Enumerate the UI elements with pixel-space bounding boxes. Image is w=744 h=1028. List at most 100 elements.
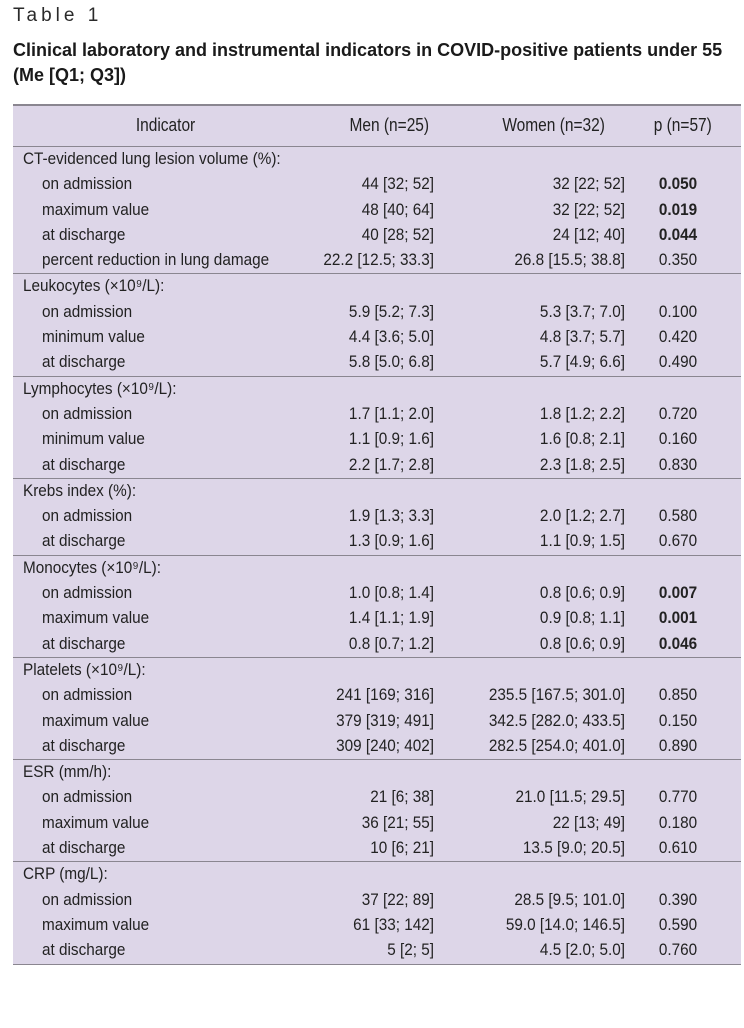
group-title-row: Monocytes (×10⁹/L): — [13, 556, 741, 581]
cell-men: 48 [40; 64] — [361, 199, 434, 219]
cell-men: 37 [22; 89] — [361, 889, 434, 909]
table-title: Clinical laboratory and instrumental ind… — [13, 40, 723, 85]
cell-p-value: 0.050 — [658, 174, 698, 194]
indicator-group: ESR (mm/h): on admission 21 [6; 38] 21.0 [1… — [13, 759, 741, 861]
table-row: at discharge 1.3 [0.9; 1.6] 1.1 [0.9; 1.5]… — [13, 529, 741, 554]
cell-women: 0.8 [0.6; 0.9] — [539, 633, 625, 653]
row-label: maximum value — [42, 914, 150, 934]
table-row: on admission 44 [32; 52] 32 [22; 52] 0.050 — [13, 172, 741, 197]
cell-p-value: 0.100 — [658, 301, 698, 321]
table-row: minimum value 1.1 [0.9; 1.6] 1.6 [0.8; 2.1… — [13, 427, 741, 452]
cell-men: 1.1 [0.9; 1.6] — [348, 429, 434, 449]
cell-men: 44 [32; 52] — [361, 174, 434, 194]
cell-p-value: 0.490 — [658, 352, 698, 372]
cell-p-value: 0.770 — [658, 787, 698, 807]
indicator-group: Monocytes (×10⁹/L): on admission 1.0 [0.8;… — [13, 554, 741, 657]
row-label: maximum value — [42, 608, 150, 628]
cell-men: 21 [6; 38] — [370, 787, 434, 807]
header-men: Men (n=25) — [349, 115, 430, 135]
cell-men: 5.8 [5.0; 6.8] — [348, 352, 434, 372]
cell-men: 0.8 [0.7; 1.2] — [348, 633, 434, 653]
table-row: maximum value 48 [40; 64] 32 [22; 52] 0.019 — [13, 198, 741, 223]
cell-p-value: 0.150 — [658, 710, 698, 730]
cell-women: 342.5 [282.0; 433.5] — [488, 710, 625, 730]
cell-p-value: 0.420 — [658, 327, 698, 347]
indicator-group: CT-evidenced lung lesion volume (%): on a… — [13, 147, 741, 273]
cell-women: 235.5 [167.5; 301.0] — [488, 685, 625, 705]
row-label: at discharge — [42, 454, 126, 474]
cell-men: 1.4 [1.1; 1.9] — [348, 608, 434, 628]
indicator-group: Lymphocytes (×10⁹/L): on admission 1.7 [1.… — [13, 375, 741, 478]
cell-men: 5.9 [5.2; 7.3] — [348, 301, 434, 321]
cell-men: 36 [21; 55] — [361, 812, 434, 832]
row-label: at discharge — [42, 224, 126, 244]
cell-women: 282.5 [254.0; 401.0] — [488, 735, 625, 755]
cell-p-value: 0.830 — [658, 454, 698, 474]
row-label: at discharge — [42, 352, 126, 372]
cell-women: 22 [13; 49] — [552, 812, 625, 832]
cell-p-value: 0.044 — [658, 224, 698, 244]
table-row: on admission 5.9 [5.2; 7.3] 5.3 [3.7; 7.0]… — [13, 300, 741, 325]
cell-p-value: 0.350 — [658, 250, 698, 270]
cell-men: 379 [319; 491] — [336, 710, 434, 730]
table-row: maximum value 61 [33; 142] 59.0 [14.0; 146… — [13, 913, 741, 938]
indicator-group: Krebs index (%): on admission 1.9 [1.3; 3.… — [13, 477, 741, 555]
cell-p-value: 0.890 — [658, 735, 698, 755]
cell-men: 1.0 [0.8; 1.4] — [348, 583, 434, 603]
header-indicator: Indicator — [135, 115, 196, 135]
cell-women: 0.8 [0.6; 0.9] — [539, 583, 625, 603]
row-label: on admission — [42, 506, 133, 526]
cell-men: 1.9 [1.3; 3.3] — [348, 506, 434, 526]
cell-women: 13.5 [9.0; 20.5] — [522, 838, 625, 858]
cell-men: 40 [28; 52] — [361, 224, 434, 244]
group-title: Platelets (×10⁹/L): — [23, 659, 146, 679]
group-title-row: Leukocytes (×10⁹/L): — [13, 274, 741, 299]
table-row: on admission 37 [22; 89] 28.5 [9.5; 101.0]… — [13, 888, 741, 913]
group-title-row: CT-evidenced lung lesion volume (%): — [13, 147, 741, 172]
cell-men: 61 [33; 142] — [353, 914, 434, 934]
row-label: on admission — [42, 889, 133, 909]
cell-men: 1.7 [1.1; 2.0] — [348, 403, 434, 423]
cell-women: 21.0 [11.5; 29.5] — [515, 787, 625, 807]
header-p: p (n=57) — [653, 115, 712, 135]
row-label: at discharge — [42, 735, 126, 755]
row-label: on admission — [42, 685, 133, 705]
row-label: maximum value — [42, 710, 150, 730]
cell-p-value: 0.720 — [658, 403, 698, 423]
table-row: at discharge 40 [28; 52] 24 [12; 40] 0.044 — [13, 223, 741, 248]
row-label: maximum value — [42, 199, 150, 219]
row-label: on admission — [42, 787, 133, 807]
row-label: minimum value — [42, 429, 145, 449]
cell-men: 5 [2; 5] — [387, 940, 434, 960]
cell-men: 241 [169; 316] — [336, 685, 434, 705]
cell-p-value: 0.390 — [658, 889, 698, 909]
row-label: percent reduction in lung damage — [42, 250, 270, 270]
cell-men: 4.4 [3.6; 5.0] — [348, 327, 434, 347]
indicator-group: Platelets (×10⁹/L): on admission 241 [169;… — [13, 656, 741, 759]
cell-p-value: 0.001 — [658, 608, 698, 628]
group-title-row: ESR (mm/h): — [13, 760, 741, 785]
cell-men: 309 [240; 402] — [336, 735, 434, 755]
cell-women: 5.3 [3.7; 7.0] — [539, 301, 625, 321]
table-row: on admission 21 [6; 38] 21.0 [11.5; 29.5] 0… — [13, 785, 741, 810]
group-title: CT-evidenced lung lesion volume (%): — [23, 149, 281, 168]
table-row: at discharge 5 [2; 5] 4.5 [2.0; 5.0] 0.760 — [13, 938, 741, 963]
cell-men: 22.2 [12.5; 33.3] — [323, 250, 434, 270]
group-title: Lymphocytes (×10⁹/L): — [23, 378, 177, 398]
row-label: on admission — [42, 403, 133, 423]
table-row: on admission 241 [169; 316] 235.5 [167.5; … — [13, 683, 741, 708]
table-row: percent reduction in lung damage 22.2 [12… — [13, 248, 741, 273]
cell-women: 28.5 [9.5; 101.0] — [514, 889, 625, 909]
cell-p-value: 0.007 — [658, 583, 698, 603]
table-row: minimum value 4.4 [3.6; 5.0] 4.8 [3.7; 5.7… — [13, 325, 741, 350]
cell-women: 24 [12; 40] — [552, 224, 625, 244]
cell-p-value: 0.850 — [658, 685, 698, 705]
row-label: maximum value — [42, 812, 150, 832]
group-title-row: Platelets (×10⁹/L): — [13, 658, 741, 683]
group-title-row: Lymphocytes (×10⁹/L): — [13, 377, 741, 402]
cell-men: 1.3 [0.9; 1.6] — [348, 531, 434, 551]
table-label: Table 1 — [13, 5, 103, 26]
cell-p-value: 0.580 — [658, 506, 698, 526]
cell-women: 32 [22; 52] — [552, 199, 625, 219]
row-label: on admission — [42, 174, 133, 194]
